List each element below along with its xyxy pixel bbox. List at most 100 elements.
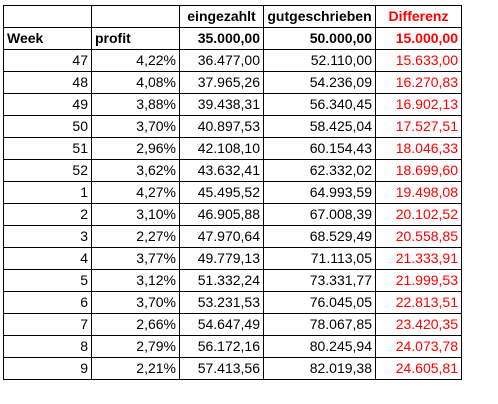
week-cell[interactable]: 8 [3, 335, 92, 358]
subheader-eingezahlt-cell[interactable]: 35.000,00 [179, 27, 264, 50]
table-row: 8 2,79% 56.172,16 80.245,94 24.073,78 [3, 335, 462, 358]
week-cell[interactable]: 50 [3, 115, 92, 138]
eingezahlt-cell[interactable]: 45.495,52 [179, 181, 264, 204]
profit-cell[interactable]: 4,27% [91, 181, 180, 204]
differenz-cell[interactable]: 21.333,91 [375, 247, 462, 270]
header-differenz-cell[interactable]: Differenz [375, 5, 462, 28]
gutgeschrieben-cell[interactable]: 71.113,05 [263, 247, 376, 270]
differenz-cell[interactable]: 24.073,78 [375, 335, 462, 358]
eingezahlt-cell[interactable]: 40.897,53 [179, 115, 264, 138]
week-cell[interactable]: 47 [3, 49, 92, 72]
profit-cell[interactable]: 3,77% [91, 247, 180, 270]
profit-cell[interactable]: 2,27% [91, 225, 180, 248]
eingezahlt-cell[interactable]: 37.965,26 [179, 71, 264, 94]
differenz-cell[interactable]: 15.633,00 [375, 49, 462, 72]
gutgeschrieben-cell[interactable]: 73.331,77 [263, 269, 376, 292]
differenz-cell[interactable]: 21.999,53 [375, 269, 462, 292]
profit-cell[interactable]: 2,96% [91, 137, 180, 160]
gutgeschrieben-cell[interactable]: 80.245,94 [263, 335, 376, 358]
gutgeschrieben-cell[interactable]: 82.019,38 [263, 357, 376, 380]
differenz-cell[interactable]: 23.420,35 [375, 313, 462, 336]
eingezahlt-cell[interactable]: 39.438,31 [179, 93, 264, 116]
profit-cell[interactable]: 3,70% [91, 115, 180, 138]
week-cell[interactable]: 51 [3, 137, 92, 160]
table-row: 6 3,70% 53.231,53 76.045,05 22.813,51 [3, 291, 462, 314]
gutgeschrieben-cell[interactable]: 78.067,85 [263, 313, 376, 336]
profit-cell[interactable]: 3,10% [91, 203, 180, 226]
gutgeschrieben-cell[interactable]: 54.236,09 [263, 71, 376, 94]
header-week-cell[interactable] [3, 5, 92, 28]
subheader-gutgeschrieben-cell[interactable]: 50.000,00 [263, 27, 376, 50]
table-row: 1 4,27% 45.495,52 64.993,59 19.498,08 [3, 181, 462, 204]
eingezahlt-cell[interactable]: 36.477,00 [179, 49, 264, 72]
profit-cell[interactable]: 2,79% [91, 335, 180, 358]
differenz-cell[interactable]: 18.046,33 [375, 137, 462, 160]
profit-cell[interactable]: 3,70% [91, 291, 180, 314]
eingezahlt-cell[interactable]: 46.905,88 [179, 203, 264, 226]
differenz-cell[interactable]: 20.558,85 [375, 225, 462, 248]
differenz-cell[interactable]: 20.102,52 [375, 203, 462, 226]
eingezahlt-cell[interactable]: 47.970,64 [179, 225, 264, 248]
week-cell[interactable]: 48 [3, 71, 92, 94]
table-row: 3 2,27% 47.970,64 68.529,49 20.558,85 [3, 225, 462, 248]
header-row: eingezahlt gutgeschrieben Differenz [3, 5, 462, 28]
header-profit-cell[interactable] [91, 5, 180, 28]
header-gutgeschrieben-cell[interactable]: gutgeschrieben [263, 5, 376, 28]
week-cell[interactable]: 1 [3, 181, 92, 204]
subheader-row: Week profit 35.000,00 50.000,00 15.000,0… [3, 27, 462, 50]
table-row: 4 3,77% 49.779,13 71.113,05 21.333,91 [3, 247, 462, 270]
differenz-cell[interactable]: 18.699,60 [375, 159, 462, 182]
profit-cell[interactable]: 3,88% [91, 93, 180, 116]
table-row: 52 3,62% 43.632,41 62.332,02 18.699,60 [3, 159, 462, 182]
eingezahlt-cell[interactable]: 42.108,10 [179, 137, 264, 160]
differenz-cell[interactable]: 19.498,08 [375, 181, 462, 204]
table-row: 48 4,08% 37.965,26 54.236,09 16.270,83 [3, 71, 462, 94]
week-cell[interactable]: 7 [3, 313, 92, 336]
gutgeschrieben-cell[interactable]: 58.425,04 [263, 115, 376, 138]
week-cell[interactable]: 6 [3, 291, 92, 314]
header-eingezahlt-cell[interactable]: eingezahlt [179, 5, 264, 28]
spreadsheet-table: eingezahlt gutgeschrieben Differenz Week… [3, 5, 462, 380]
eingezahlt-cell[interactable]: 53.231,53 [179, 291, 264, 314]
eingezahlt-cell[interactable]: 49.779,13 [179, 247, 264, 270]
gutgeschrieben-cell[interactable]: 76.045,05 [263, 291, 376, 314]
gutgeschrieben-cell[interactable]: 62.332,02 [263, 159, 376, 182]
week-cell[interactable]: 4 [3, 247, 92, 270]
gutgeschrieben-cell[interactable]: 67.008,39 [263, 203, 376, 226]
profit-cell[interactable]: 2,66% [91, 313, 180, 336]
gutgeschrieben-cell[interactable]: 64.993,59 [263, 181, 376, 204]
table-row: 7 2,66% 54.647,49 78.067,85 23.420,35 [3, 313, 462, 336]
differenz-cell[interactable]: 24.605,81 [375, 357, 462, 380]
gutgeschrieben-cell[interactable]: 56.340,45 [263, 93, 376, 116]
profit-cell[interactable]: 2,21% [91, 357, 180, 380]
table-row: 5 3,12% 51.332,24 73.331,77 21.999,53 [3, 269, 462, 292]
eingezahlt-cell[interactable]: 54.647,49 [179, 313, 264, 336]
differenz-cell[interactable]: 16.270,83 [375, 71, 462, 94]
profit-cell[interactable]: 3,62% [91, 159, 180, 182]
differenz-cell[interactable]: 17.527,51 [375, 115, 462, 138]
differenz-cell[interactable]: 22.813,51 [375, 291, 462, 314]
eingezahlt-cell[interactable]: 51.332,24 [179, 269, 264, 292]
gutgeschrieben-cell[interactable]: 68.529,49 [263, 225, 376, 248]
week-cell[interactable]: 52 [3, 159, 92, 182]
week-cell[interactable]: 3 [3, 225, 92, 248]
subheader-profit-cell[interactable]: profit [91, 27, 180, 50]
week-cell[interactable]: 9 [3, 357, 92, 380]
week-cell[interactable]: 5 [3, 269, 92, 292]
week-cell[interactable]: 49 [3, 93, 92, 116]
table-row: 9 2,21% 57.413,56 82.019,38 24.605,81 [3, 357, 462, 380]
profit-cell[interactable]: 4,08% [91, 71, 180, 94]
eingezahlt-cell[interactable]: 43.632,41 [179, 159, 264, 182]
week-cell[interactable]: 2 [3, 203, 92, 226]
subheader-differenz-cell[interactable]: 15.000,00 [375, 27, 462, 50]
gutgeschrieben-cell[interactable]: 52.110,00 [263, 49, 376, 72]
gutgeschrieben-cell[interactable]: 60.154,43 [263, 137, 376, 160]
subheader-week-cell[interactable]: Week [3, 27, 92, 50]
profit-cell[interactable]: 4,22% [91, 49, 180, 72]
table-row: 51 2,96% 42.108,10 60.154,43 18.046,33 [3, 137, 462, 160]
eingezahlt-cell[interactable]: 56.172,16 [179, 335, 264, 358]
profit-cell[interactable]: 3,12% [91, 269, 180, 292]
differenz-cell[interactable]: 16.902,13 [375, 93, 462, 116]
table-row: 47 4,22% 36.477,00 52.110,00 15.633,00 [3, 49, 462, 72]
eingezahlt-cell[interactable]: 57.413,56 [179, 357, 264, 380]
